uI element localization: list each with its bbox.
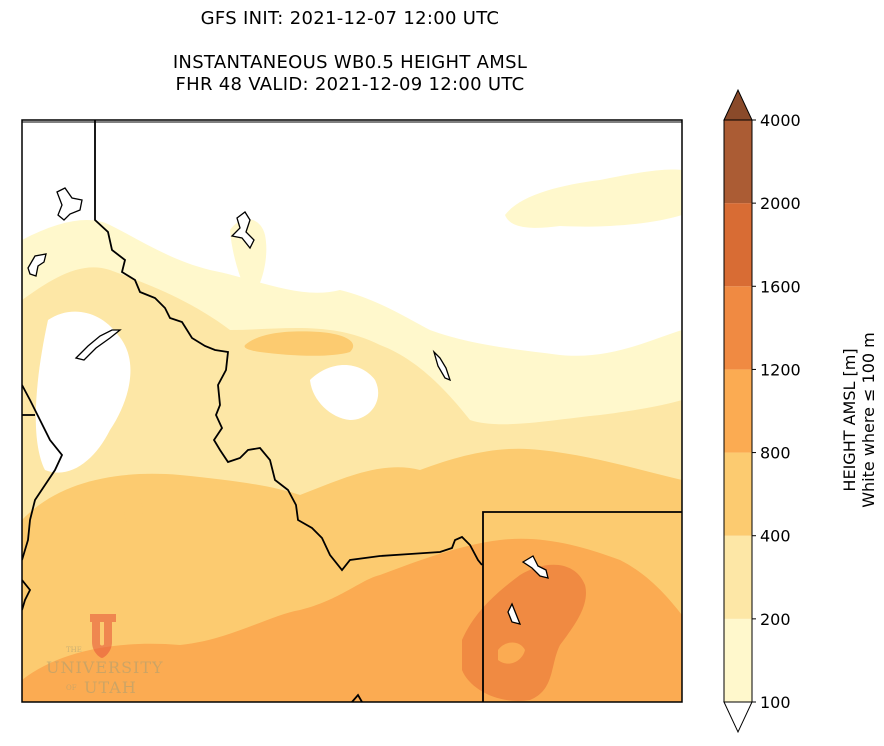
contour-400-800 xyxy=(124,493,143,529)
colorbar-tick-label: 2000 xyxy=(760,194,801,213)
colorbar-segment xyxy=(724,120,752,204)
colorbar-extend-max xyxy=(723,88,753,121)
state-border xyxy=(22,384,64,561)
state-border xyxy=(351,693,363,702)
lakes xyxy=(27,187,549,625)
lake xyxy=(56,187,83,221)
colorbar-tick-label: 200 xyxy=(760,610,791,629)
colorbar: 100 200 400 800 1200 1600 2000 4000 xyxy=(723,88,801,734)
contour-field xyxy=(22,169,682,702)
state-border xyxy=(482,511,682,702)
colorbar-segment xyxy=(724,618,752,702)
colorbar-segment xyxy=(724,452,752,536)
title-line-3: FHR 48 VALID: 2021-12-09 12:00 UTC xyxy=(175,74,525,95)
title-line-1: GFS INIT: 2021-12-07 12:00 UTC xyxy=(200,8,500,29)
lake xyxy=(521,555,549,579)
colorbar-segment xyxy=(724,203,752,287)
lake xyxy=(27,253,47,277)
colorbar-segment xyxy=(724,369,752,453)
colorbar-tick-label: 100 xyxy=(760,693,791,712)
contour-white-patch xyxy=(35,311,131,473)
university-logo: THE UNIVERSITY OF UTAH xyxy=(44,612,163,702)
state-border xyxy=(94,120,483,572)
lake xyxy=(507,602,522,625)
contour-white-patch xyxy=(498,642,525,664)
colorbar-tick-label: 400 xyxy=(760,527,791,546)
contour-100-200 xyxy=(505,169,682,228)
lake xyxy=(432,349,452,382)
contour-1200-1600 xyxy=(462,564,586,701)
colorbar-segment xyxy=(724,286,752,370)
block-u-icon xyxy=(90,614,116,658)
colorbar-segment xyxy=(724,535,752,619)
logo-the: THE xyxy=(66,646,82,654)
colorbar-tick-label: 1200 xyxy=(760,360,801,379)
logo-university: UNIVERSITY xyxy=(46,658,164,677)
colorbar-extend-min xyxy=(723,701,753,734)
title-line-2: INSTANTANEOUS WB0.5 HEIGHT AMSL xyxy=(172,52,528,73)
colorbar-outline xyxy=(723,119,753,703)
colorbar-label-line2: White where ≤ 100 m xyxy=(859,332,878,508)
lake xyxy=(74,329,122,361)
state-border xyxy=(22,579,32,611)
colorbar-tick-label: 800 xyxy=(760,444,791,463)
lake xyxy=(230,211,255,250)
state-borders xyxy=(22,120,682,702)
contour-400-800 xyxy=(244,331,354,356)
logo-of: OF xyxy=(66,684,77,692)
colorbar-label-line1: HEIGHT AMSL [m] xyxy=(840,348,859,492)
colorbar-axis-title: HEIGHT AMSL [m] White where ≤ 100 m xyxy=(840,320,880,520)
colorbar-tick-label: 4000 xyxy=(760,111,801,130)
logo-utah: UTAH xyxy=(84,678,137,697)
contour-100-200 xyxy=(230,219,267,300)
contour-white-patch xyxy=(310,365,379,420)
colorbar-tick-label: 1600 xyxy=(760,277,801,296)
